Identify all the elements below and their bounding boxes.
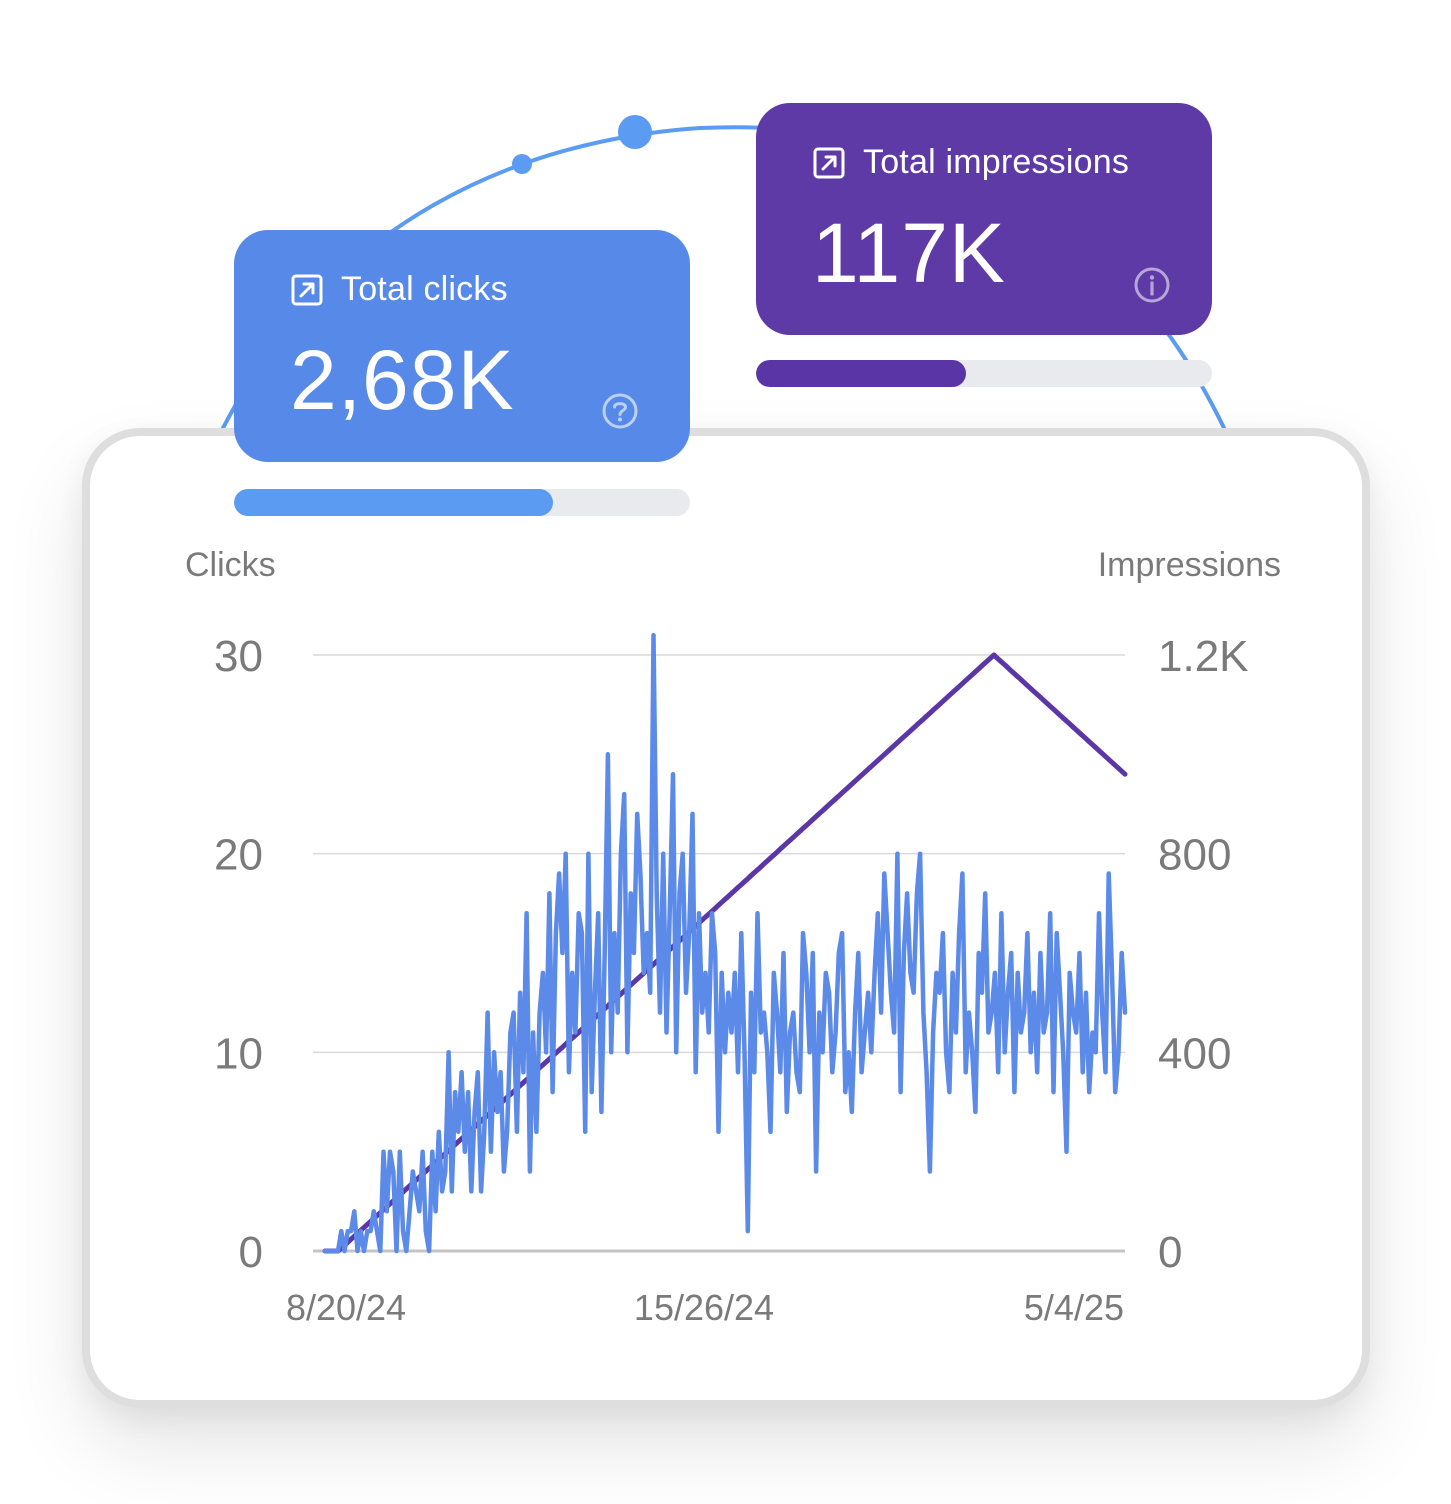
x-tick-label: 15/26/24 (634, 1287, 774, 1328)
info-circle-icon[interactable] (1132, 265, 1172, 305)
y-right-axis-title: Impressions (1098, 546, 1281, 584)
clicks-series-line (322, 632, 1128, 1254)
y-right-tick-label: 1.2K (1158, 632, 1249, 681)
external-link-icon (813, 147, 845, 178)
clicks-progress-fill (234, 489, 554, 516)
y-left-tick-label: 30 (214, 632, 263, 681)
y-right-tick-label: 800 (1158, 831, 1231, 880)
external-link-icon (291, 274, 323, 305)
arc-dot-large (618, 115, 652, 149)
total-clicks-value: 2,68K (290, 333, 515, 427)
x-tick-label: 8/20/24 (286, 1287, 406, 1328)
y-left-tick-label: 0 (239, 1228, 263, 1277)
total-clicks-label: Total clicks (341, 270, 508, 308)
y-right-tick-label: 400 (1158, 1029, 1231, 1078)
impressions-progress-bar (756, 360, 1212, 387)
total-impressions-label: Total impressions (863, 143, 1130, 181)
total-impressions-value: 117K (812, 206, 1006, 300)
y-right-tick-label: 0 (1158, 1228, 1182, 1277)
impressions-series-line (322, 652, 1128, 1254)
chart-card (82, 428, 1370, 1408)
total-clicks-card[interactable]: Total clicks 2,68K (234, 230, 690, 462)
total-impressions-header: Total impressions (812, 143, 1129, 182)
y-left-tick-label: 10 (214, 1029, 263, 1078)
y-left-tick-label: 20 (214, 831, 263, 880)
impressions-progress-fill (756, 360, 966, 387)
total-clicks-header: Total clicks (290, 270, 508, 309)
clicks-progress-bar (234, 489, 690, 516)
arc-dot-small (512, 154, 532, 174)
x-tick-label: 5/4/25 (1024, 1287, 1124, 1328)
total-impressions-card[interactable]: Total impressions 117K (756, 103, 1212, 335)
help-circle-icon[interactable] (600, 391, 640, 431)
y-left-axis-title: Clicks (185, 546, 276, 584)
